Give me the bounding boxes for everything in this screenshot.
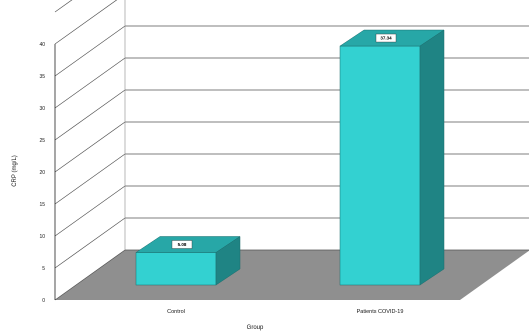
category-labels: Control Patients COVID-19 bbox=[167, 309, 403, 315]
bar-side bbox=[215, 236, 241, 286]
y-tick-label: 10 bbox=[39, 234, 45, 240]
grid-line-diagonal bbox=[54, 57, 126, 109]
y-tick-label: 40 bbox=[39, 42, 45, 48]
value-label-box bbox=[375, 33, 397, 43]
grid-line-diagonal bbox=[54, 249, 126, 301]
grid-line-diagonal bbox=[54, 153, 126, 205]
chart-floor-layer bbox=[55, 250, 529, 300]
grid-line-diagonal bbox=[54, 0, 73, 13]
y-tick-label: 15 bbox=[39, 202, 45, 208]
y-axis-title: CRP (mg/L) bbox=[12, 155, 18, 187]
x-axis-title: Group bbox=[247, 325, 264, 331]
bar-1: 37.34 bbox=[339, 29, 445, 286]
y-tick-label: 25 bbox=[39, 138, 45, 144]
bar-front bbox=[135, 252, 217, 286]
grid-line-diagonal bbox=[54, 25, 126, 77]
value-label: 5.08 bbox=[178, 242, 187, 247]
bar-0: 5.08 bbox=[135, 236, 241, 286]
y-tick-label: 0 bbox=[42, 298, 45, 304]
grid-line-diagonal bbox=[54, 185, 126, 237]
chart-grid-layer bbox=[54, 0, 529, 301]
category-label: Patients COVID-19 bbox=[357, 309, 404, 315]
value-label-box bbox=[171, 240, 193, 249]
value-label: 37.34 bbox=[380, 36, 392, 41]
bars-layer: 5.08 37.34 bbox=[135, 29, 445, 286]
grid-line-diagonal bbox=[54, 217, 126, 269]
y-tick-label: 20 bbox=[39, 170, 45, 176]
y-tick-labels: 0 5 10 15 20 25 30 35 40 bbox=[39, 42, 45, 304]
y-tick-label: 35 bbox=[39, 74, 45, 80]
category-label: Control bbox=[167, 309, 185, 315]
grid-line-diagonal bbox=[54, 89, 126, 141]
y-tick-label: 30 bbox=[39, 106, 45, 112]
grid-line-diagonal bbox=[54, 0, 118, 45]
chart-floor bbox=[55, 250, 529, 300]
bar-side bbox=[419, 29, 445, 286]
grid-line-diagonal bbox=[54, 121, 126, 173]
y-tick-label: 5 bbox=[42, 266, 45, 272]
bar-front bbox=[339, 45, 421, 286]
